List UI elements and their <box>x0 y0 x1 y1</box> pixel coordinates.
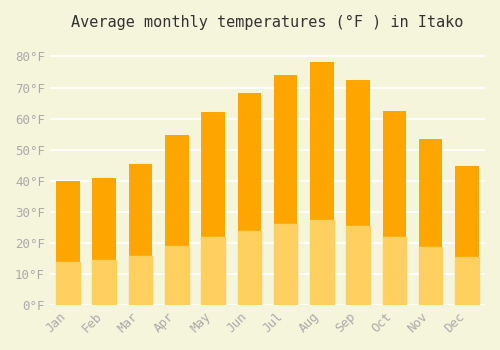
Bar <box>310 62 334 305</box>
Bar <box>92 178 116 305</box>
Bar <box>238 93 261 305</box>
Bar <box>455 167 478 305</box>
Bar <box>310 220 334 305</box>
Bar <box>165 135 188 305</box>
Bar <box>274 224 297 305</box>
Bar <box>419 247 442 305</box>
Bar <box>346 226 370 305</box>
Bar <box>455 257 478 305</box>
Title: Average monthly temperatures (°F ) in Itako: Average monthly temperatures (°F ) in It… <box>71 15 464 30</box>
Bar <box>382 111 406 305</box>
Bar <box>274 75 297 305</box>
Bar <box>382 237 406 305</box>
Bar <box>128 164 152 305</box>
Bar <box>92 260 116 305</box>
Bar <box>165 246 188 305</box>
Bar <box>202 112 225 305</box>
Bar <box>346 80 370 305</box>
Bar <box>128 256 152 305</box>
Bar <box>419 139 442 305</box>
Bar <box>202 238 225 305</box>
Bar <box>56 181 80 305</box>
Bar <box>56 262 80 305</box>
Bar <box>238 231 261 305</box>
